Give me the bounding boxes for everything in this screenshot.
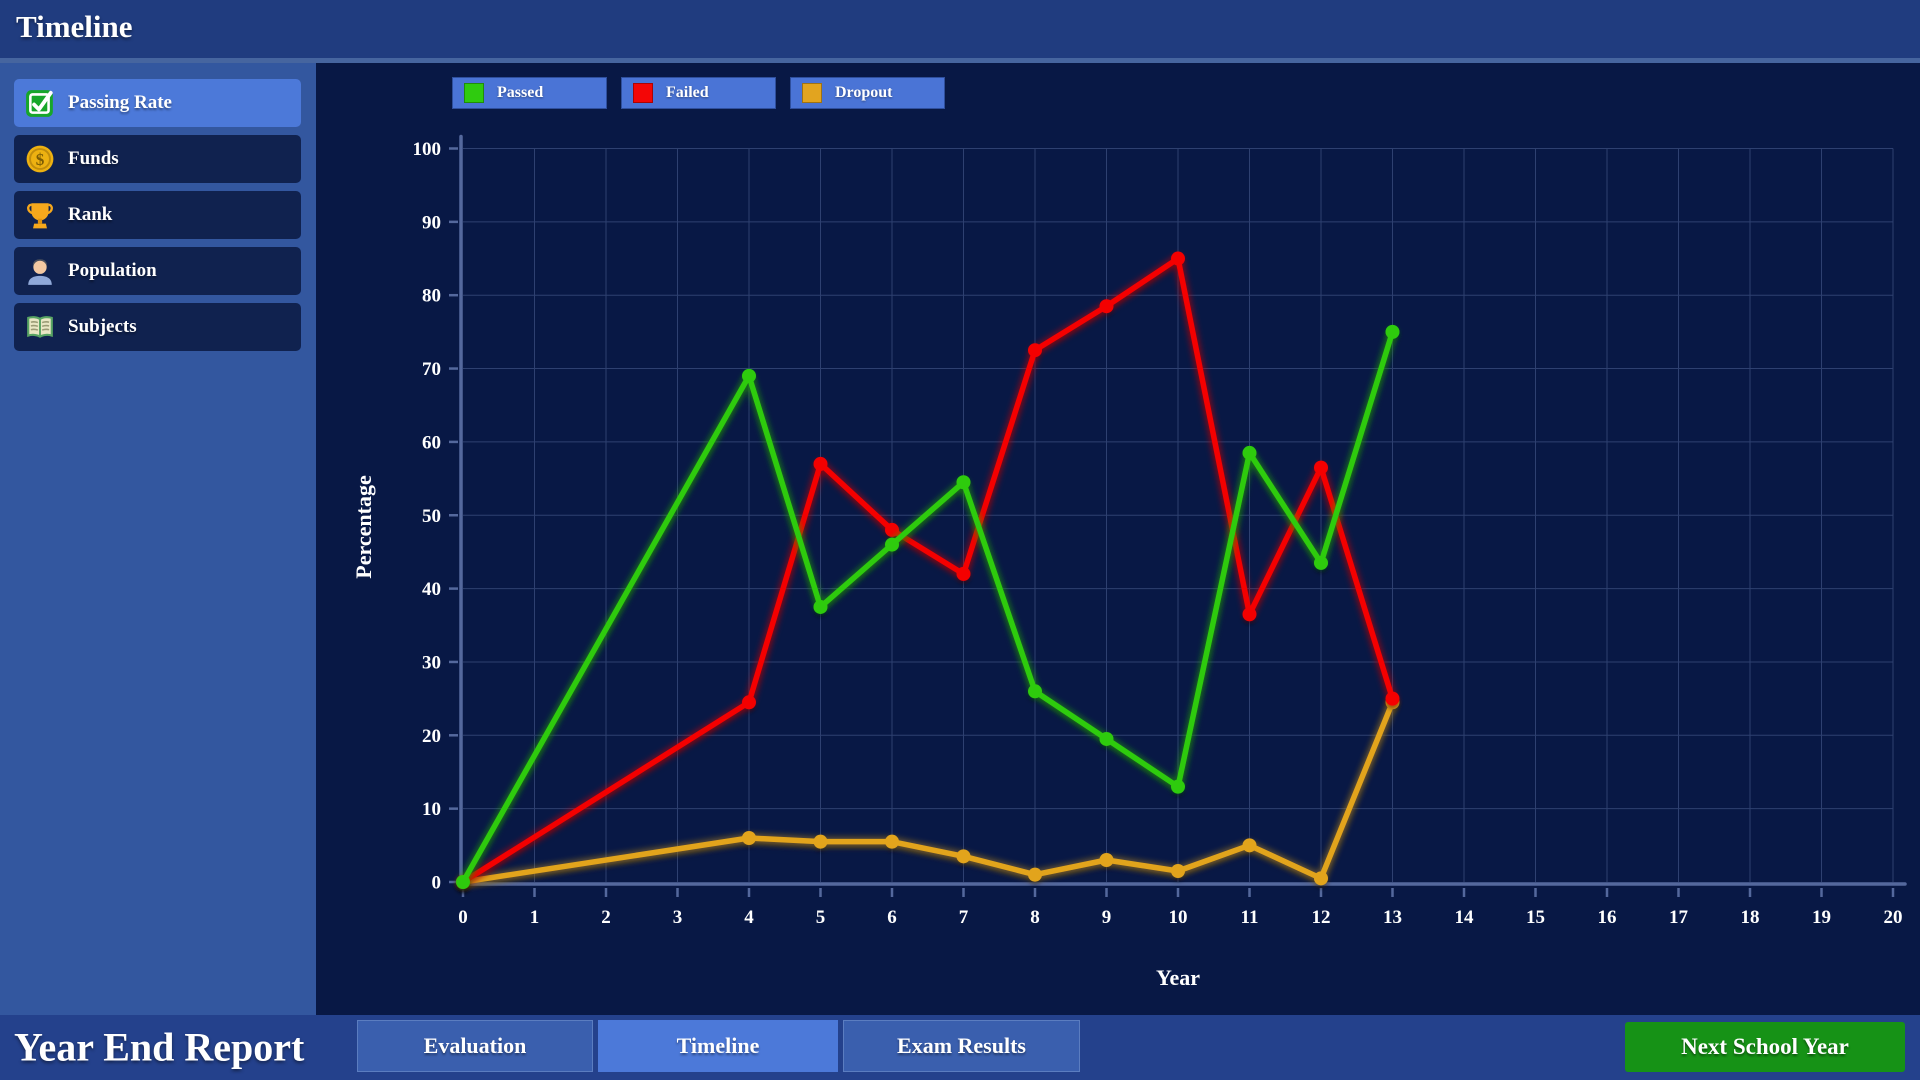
sidebar-item-label: Rank: [68, 204, 113, 225]
sidebar-item-label: Passing Rate: [68, 92, 172, 113]
legend-label: Passed: [497, 84, 544, 101]
legend-failed[interactable]: Failed: [621, 77, 776, 109]
sidebar-item-passing-rate[interactable]: Passing Rate: [14, 79, 301, 127]
sidebar: Passing Rate $ Funds Rank Population Subjects: [0, 63, 316, 1015]
footer-bar: Year End Report Evaluation Timeline Exam R…: [0, 1015, 1920, 1080]
book-icon: [25, 312, 55, 342]
legend-passed[interactable]: Passed: [452, 77, 607, 109]
header-divider: [0, 58, 1920, 63]
legend-label: Dropout: [835, 84, 893, 101]
person-icon: [25, 256, 55, 286]
legend-dropout[interactable]: Dropout: [790, 77, 945, 109]
sidebar-item-rank[interactable]: Rank: [14, 191, 301, 239]
chart-panel: Passed Failed Dropout: [316, 63, 1920, 1015]
header-bar: Timeline: [0, 0, 1920, 58]
legend-swatch-dropout: [802, 83, 822, 103]
sidebar-item-label: Subjects: [68, 316, 137, 337]
sidebar-item-subjects[interactable]: Subjects: [14, 303, 301, 351]
check-icon: [25, 88, 55, 118]
next-school-year-button[interactable]: Next School Year: [1625, 1022, 1905, 1072]
sidebar-item-funds[interactable]: $ Funds: [14, 135, 301, 183]
trophy-icon: [25, 200, 55, 230]
legend-swatch-passed: [464, 83, 484, 103]
tab-evaluation[interactable]: Evaluation: [357, 1020, 593, 1072]
tab-timeline[interactable]: Timeline: [598, 1020, 838, 1072]
tab-exam-results[interactable]: Exam Results: [843, 1020, 1080, 1072]
coin-icon: $: [25, 144, 55, 174]
legend-label: Failed: [666, 84, 709, 101]
sidebar-item-label: Population: [68, 260, 157, 281]
report-title: Year End Report: [14, 1024, 305, 1070]
sidebar-item-label: Funds: [68, 148, 119, 169]
page-title: Timeline: [16, 9, 133, 44]
sidebar-item-population[interactable]: Population: [14, 247, 301, 295]
legend-swatch-failed: [633, 83, 653, 103]
svg-text:$: $: [36, 150, 45, 169]
